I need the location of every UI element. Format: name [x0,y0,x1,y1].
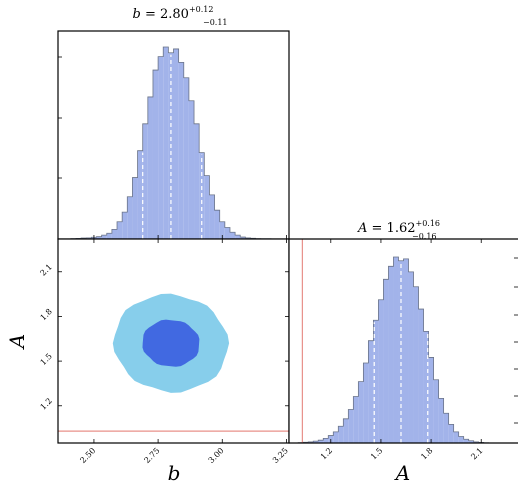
histogram-bar-A [393,257,399,443]
title-b: b = 2.80+0.12 [133,5,214,22]
y-tick-label-A: 2.1 [39,262,54,277]
histogram-bar-A [428,357,434,443]
x-tick-label-b: 2.75 [143,446,162,465]
histogram-bar-A [373,320,379,443]
histogram-bar-A [358,381,364,443]
y-tick-label-A: 1.8 [39,307,54,322]
histogram-bar-b [122,212,128,239]
title-A-minus: −0.16 [412,232,437,241]
histogram-bar-b [188,100,195,239]
histogram-bar-A [443,413,449,443]
title-A-plus: +0.16 [416,219,441,228]
histogram-bar-b [147,96,153,239]
x-tick-label-A: 1.5 [369,446,384,461]
title-b-value: = 2.80 [141,7,189,22]
histogram-bar-b [111,229,118,239]
histogram-bar-A [378,299,384,443]
histogram-bar-A [438,398,444,443]
histogram-bar-A [338,426,344,443]
histogram-bar-A [463,439,469,443]
x-tick-label-A: 1.8 [419,446,434,461]
histogram-bar-b [229,232,236,239]
histogram-bar-A [453,431,459,443]
histogram-bar-b [163,47,169,239]
histogram-bar-A [448,424,454,443]
x-tick-label-b: 3.00 [207,446,226,465]
histogram-bar-A [413,286,419,443]
histogram-bar-A [468,440,474,443]
x-tick-label-b: 3.25 [271,446,290,465]
histogram-bar-b [132,177,138,239]
histogram-bar-b [101,235,107,239]
histogram-bar-A [403,258,409,443]
x-tick-label-A: 2.1 [469,446,484,461]
histogram-bar-A [433,379,439,443]
histogram-bar-b [240,237,246,239]
histogram-bar-b [219,221,225,239]
histogram-bar-A [323,438,329,443]
histogram-bar-A [418,309,424,443]
histogram-bar-b [183,77,189,239]
x-tick-label-A: 1.2 [319,446,334,461]
histogram-bar-A [408,271,414,443]
histogram-bar-A [388,266,394,443]
histogram-bar-A [458,436,464,443]
histogram-bar-A [423,331,429,443]
histogram-bar-A [368,340,374,443]
histogram-outline-A [297,256,490,444]
frame-A-hist [288,238,518,444]
histogram-bar-b [178,62,184,239]
histogram-bar-b [214,210,220,239]
joint-b-A-panel: 2.50 2.75 3.00 3.25 1.2 1.5 1.8 2.1 [39,238,290,465]
title-b-param: b [133,7,141,22]
histogram-bar-b [194,123,200,239]
histogram-bar-b [209,194,215,239]
histogram-bar-A [318,440,324,443]
marginal-A-panel: 1.2 1.5 1.8 2.1A = 1.62+0.16−0.16 [288,219,518,461]
histogram-outline-b [70,46,272,240]
histogram-bar-b [142,123,148,239]
histogram-bar-A [348,409,354,443]
histogram-bar-A [353,396,359,443]
title-A: A = 1.62+0.16 [357,219,440,236]
histogram-bar-b [152,70,159,239]
histogram-bar-b [158,56,164,239]
y-tick-label-A: 1.2 [39,396,54,411]
x-axis-label-A: A [394,461,410,485]
histogram-bar-b [96,236,102,239]
histogram-bar-A [363,363,369,443]
marginal-b-panel: b = 2.80+0.12−0.11 [57,5,290,240]
axis-labels-group: b A A [5,334,410,485]
x-axis-label-b: b [168,461,181,485]
contour-inner [142,319,200,367]
histogram-bar-b [117,221,123,239]
histogram-bar-b [204,175,210,239]
histogram-bar-b [137,150,143,239]
title-A-param: A [357,221,367,236]
y-axis-label-A: A [5,334,29,350]
x-tick-label-b: 2.50 [78,446,97,465]
histogram-bar-A [313,441,319,443]
title-b-plus: +0.12 [189,5,214,14]
title-b-minus: −0.11 [203,18,228,27]
histogram-bar-b [127,196,133,239]
histogram-bar-b [106,233,112,239]
histogram-bar-b [224,227,230,239]
histogram-bar-A [383,279,389,443]
histogram-bar-b [235,235,241,239]
title-A-value: = 1.62 [367,221,415,236]
histogram-bar-b [173,48,179,239]
histogram-bar-A [343,418,349,443]
histogram-bar-A [333,431,339,443]
y-tick-label-A: 1.5 [39,352,54,367]
